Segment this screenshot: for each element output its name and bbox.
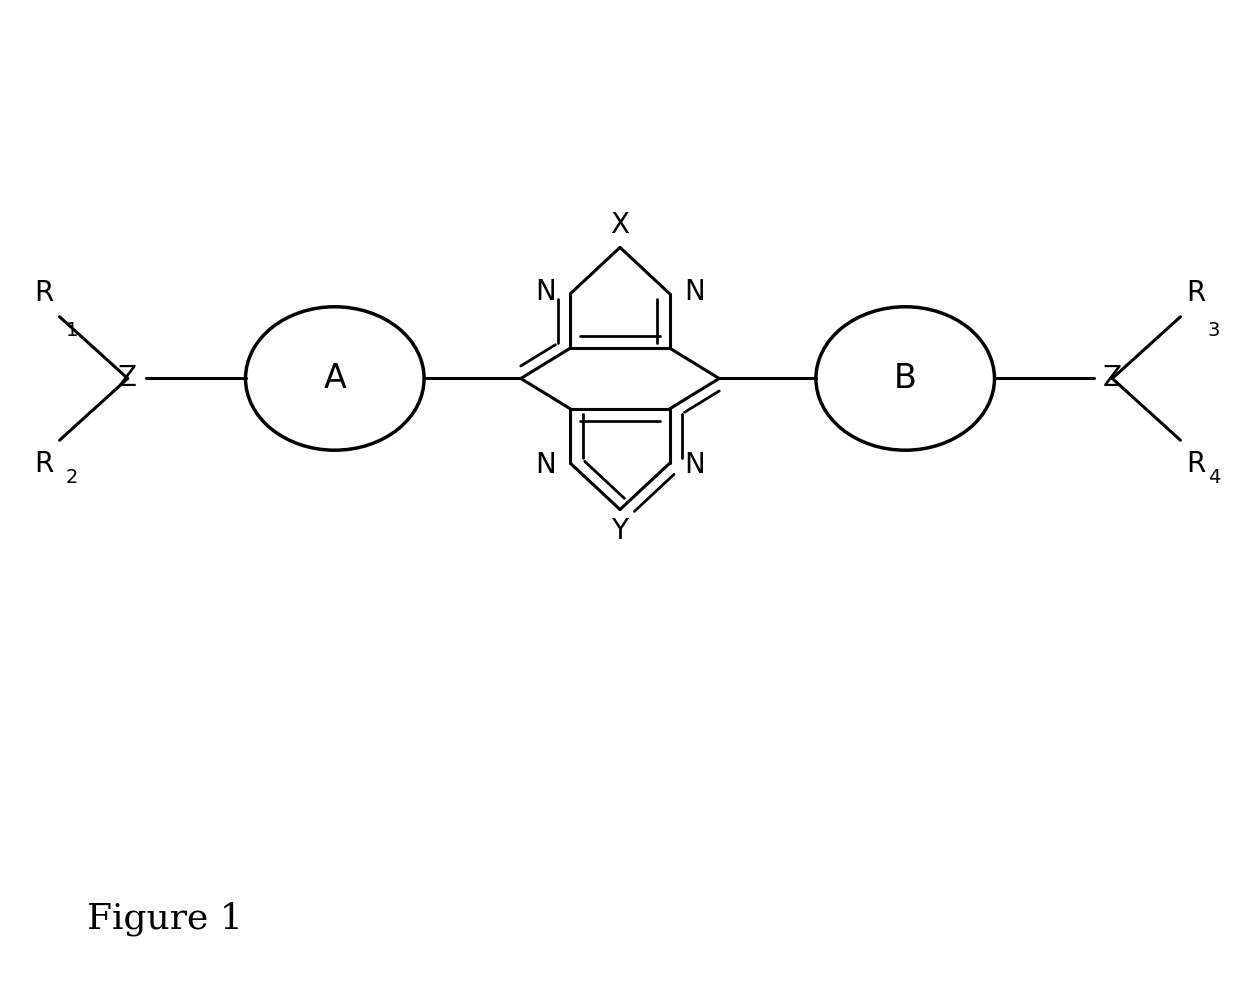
Text: 4: 4 bbox=[1208, 468, 1220, 487]
Text: N: N bbox=[534, 278, 556, 306]
Text: Y: Y bbox=[611, 518, 629, 546]
Text: Z: Z bbox=[1102, 365, 1122, 392]
Text: R: R bbox=[1187, 279, 1207, 307]
Text: Z: Z bbox=[118, 365, 138, 392]
Text: R: R bbox=[33, 279, 53, 307]
Text: 3: 3 bbox=[1208, 321, 1220, 340]
Text: R: R bbox=[33, 450, 53, 478]
Text: 2: 2 bbox=[66, 468, 78, 487]
Text: R: R bbox=[1187, 450, 1207, 478]
Text: N: N bbox=[534, 451, 556, 479]
Text: N: N bbox=[684, 451, 706, 479]
Text: B: B bbox=[894, 362, 916, 395]
Text: N: N bbox=[684, 278, 706, 306]
Text: A: A bbox=[324, 362, 346, 395]
Text: Figure 1: Figure 1 bbox=[87, 901, 243, 936]
Text: X: X bbox=[610, 211, 630, 239]
Text: 1: 1 bbox=[66, 321, 78, 340]
